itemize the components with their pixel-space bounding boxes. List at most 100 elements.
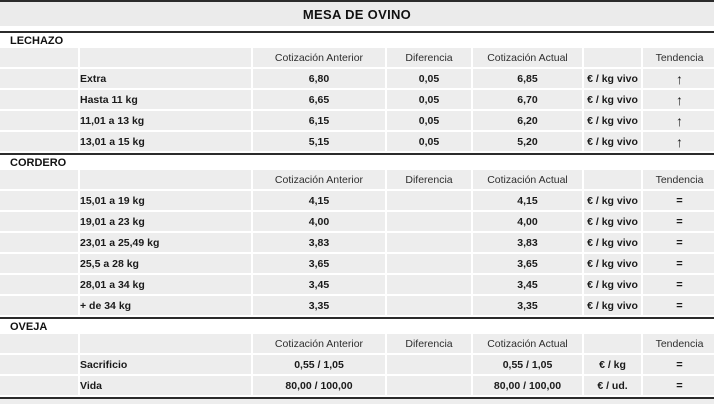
unit-label: € / kg vivo	[584, 69, 641, 88]
indent-cell	[0, 191, 78, 210]
current-quote-header: Cotización Actual	[473, 334, 582, 353]
current-quote-value: 6,85	[473, 69, 582, 88]
difference-value: 0,05	[387, 69, 471, 88]
indent-cell	[0, 355, 78, 374]
section-header: LECHAZO	[0, 31, 714, 48]
previous-quote-value: 6,80	[253, 69, 385, 88]
difference-value	[387, 212, 471, 231]
difference-header: Diferencia	[387, 170, 471, 189]
unit-label: € / kg vivo	[584, 275, 641, 294]
indent-cell	[0, 254, 78, 273]
current-quote-value: 6,70	[473, 90, 582, 109]
trend-equal-icon: =	[643, 275, 714, 294]
table-row: 25,5 a 28 kg 3,65 3,65 € / kg vivo =	[0, 254, 714, 273]
indent-cell	[0, 132, 78, 151]
table-row: Sacrificio 0,55 / 1,05 0,55 / 1,05 € / k…	[0, 355, 714, 374]
indent-cell	[0, 334, 78, 353]
footer-strip	[0, 399, 714, 404]
previous-quote-header: Cotización Anterior	[253, 170, 385, 189]
price-section: CORDERO Cotización Anterior Diferencia C…	[0, 153, 714, 315]
page-title: MESA DE OVINO	[302, 6, 412, 22]
indent-cell	[0, 90, 78, 109]
unit-label: € / kg vivo	[584, 90, 641, 109]
indent-cell	[0, 275, 78, 294]
section-rows: 15,01 a 19 kg 4,15 4,15 € / kg vivo = 19…	[0, 191, 714, 315]
title-bar: MESA DE OVINO	[0, 2, 714, 26]
current-quote-value: 80,00 / 100,00	[473, 376, 582, 395]
trend-header: Tendencia	[643, 170, 714, 189]
table-row: 28,01 a 34 kg 3,45 3,45 € / kg vivo =	[0, 275, 714, 294]
table-row: Hasta 11 kg 6,65 0,05 6,70 € / kg vivo ↑	[0, 90, 714, 109]
indent-cell	[0, 233, 78, 252]
unit-label: € / ud.	[584, 376, 641, 395]
previous-quote-value: 4,15	[253, 191, 385, 210]
table-row: 13,01 a 15 kg 5,15 0,05 5,20 € / kg vivo…	[0, 132, 714, 151]
unit-label: € / kg vivo	[584, 233, 641, 252]
indent-cell	[0, 212, 78, 231]
category-label: Hasta 11 kg	[80, 90, 251, 109]
difference-value	[387, 296, 471, 315]
previous-quote-value: 6,65	[253, 90, 385, 109]
section-title: LECHAZO	[10, 34, 64, 47]
category-label: Vida	[80, 376, 251, 395]
top-border-rule	[0, 0, 714, 2]
indent-cell	[0, 69, 78, 88]
current-quote-value: 3,83	[473, 233, 582, 252]
difference-value	[387, 376, 471, 395]
trend-up-icon: ↑	[643, 69, 714, 88]
difference-value	[387, 191, 471, 210]
bottom-border-rule	[0, 397, 714, 399]
previous-quote-value: 3,83	[253, 233, 385, 252]
section-rows: Sacrificio 0,55 / 1,05 0,55 / 1,05 € / k…	[0, 355, 714, 395]
previous-quote-value: 4,00	[253, 212, 385, 231]
difference-value	[387, 275, 471, 294]
unit-label: € / kg vivo	[584, 254, 641, 273]
trend-equal-icon: =	[643, 191, 714, 210]
category-label: 15,01 a 19 kg	[80, 191, 251, 210]
section-rows: Extra 6,80 0,05 6,85 € / kg vivo ↑ Hasta…	[0, 69, 714, 151]
column-header-row: Cotización Anterior Diferencia Cotizació…	[0, 48, 714, 67]
current-quote-value: 3,35	[473, 296, 582, 315]
trend-equal-icon: =	[643, 254, 714, 273]
current-quote-header: Cotización Actual	[473, 48, 582, 67]
trend-equal-icon: =	[643, 355, 714, 374]
section-header: OVEJA	[0, 317, 714, 334]
table-row: 11,01 a 13 kg 6,15 0,05 6,20 € / kg vivo…	[0, 111, 714, 130]
trend-equal-icon: =	[643, 376, 714, 395]
unit-label: € / kg vivo	[584, 212, 641, 231]
difference-header: Diferencia	[387, 334, 471, 353]
difference-value	[387, 233, 471, 252]
previous-quote-value: 3,45	[253, 275, 385, 294]
difference-value	[387, 355, 471, 374]
unit-header-cell	[584, 48, 641, 67]
difference-header: Diferencia	[387, 48, 471, 67]
category-label: Extra	[80, 69, 251, 88]
unit-header-cell	[584, 334, 641, 353]
table-row: Vida 80,00 / 100,00 80,00 / 100,00 € / u…	[0, 376, 714, 395]
trend-equal-icon: =	[643, 212, 714, 231]
price-section: OVEJA Cotización Anterior Diferencia Cot…	[0, 317, 714, 395]
difference-value: 0,05	[387, 132, 471, 151]
unit-label: € / kg vivo	[584, 191, 641, 210]
previous-quote-header: Cotización Anterior	[253, 334, 385, 353]
label-header-cell	[80, 48, 251, 67]
price-section: LECHAZO Cotización Anterior Diferencia C…	[0, 31, 714, 151]
section-header: CORDERO	[0, 153, 714, 170]
previous-quote-header: Cotización Anterior	[253, 48, 385, 67]
column-header-row: Cotización Anterior Diferencia Cotizació…	[0, 334, 714, 353]
unit-label: € / kg	[584, 355, 641, 374]
trend-up-icon: ↑	[643, 90, 714, 109]
trend-header: Tendencia	[643, 48, 714, 67]
sections-container: LECHAZO Cotización Anterior Diferencia C…	[0, 31, 714, 397]
current-quote-value: 6,20	[473, 111, 582, 130]
trend-equal-icon: =	[643, 233, 714, 252]
previous-quote-value: 6,15	[253, 111, 385, 130]
trend-equal-icon: =	[643, 296, 714, 315]
previous-quote-value: 5,15	[253, 132, 385, 151]
previous-quote-value: 3,35	[253, 296, 385, 315]
column-header-row: Cotización Anterior Diferencia Cotizació…	[0, 170, 714, 189]
trend-up-icon: ↑	[643, 111, 714, 130]
indent-cell	[0, 48, 78, 67]
label-header-cell	[80, 334, 251, 353]
indent-cell	[0, 170, 78, 189]
